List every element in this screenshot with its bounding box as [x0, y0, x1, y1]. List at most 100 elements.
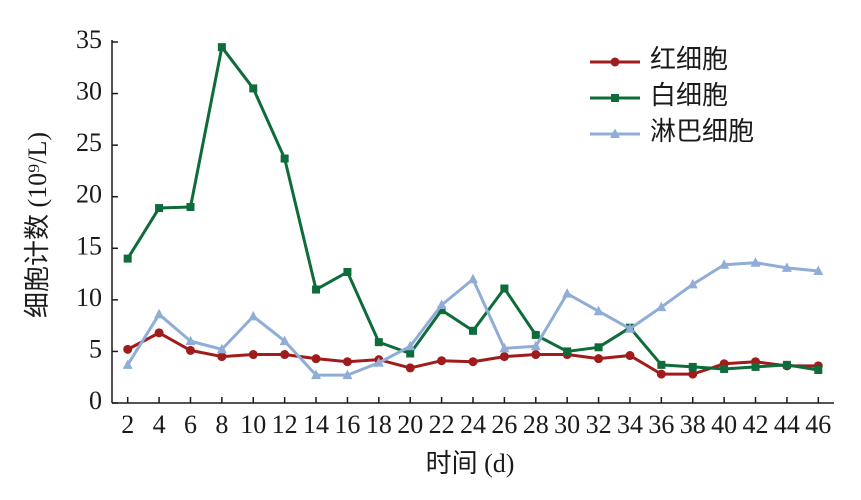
x-tick-label: 8 — [215, 410, 228, 439]
x-tick-label: 20 — [397, 410, 423, 439]
y-tick-label: 15 — [76, 231, 102, 260]
x-tick-label: 24 — [460, 410, 486, 439]
y-tick-label: 5 — [89, 334, 102, 363]
data-point — [720, 364, 729, 373]
data-point — [562, 288, 573, 298]
data-point — [593, 305, 604, 316]
data-point — [751, 362, 760, 371]
data-point — [688, 362, 697, 371]
x-tick-label: 32 — [586, 410, 612, 439]
x-axis-label: 时间 (d) — [426, 449, 515, 478]
data-point — [657, 360, 666, 369]
data-point — [563, 347, 572, 356]
x-tick-label: 16 — [334, 410, 360, 439]
x-tick-label: 36 — [648, 410, 674, 439]
data-point — [217, 43, 226, 52]
data-point — [814, 365, 823, 374]
x-tick-label: 28 — [523, 410, 549, 439]
data-point — [373, 357, 384, 367]
data-point — [405, 363, 415, 373]
data-point — [342, 357, 352, 367]
data-point — [217, 352, 227, 362]
data-point — [687, 278, 698, 289]
y-tick-label: 30 — [76, 77, 102, 106]
data-point — [719, 259, 730, 269]
data-point — [248, 350, 258, 360]
data-point — [437, 306, 446, 315]
data-point — [688, 369, 698, 379]
y-tick-label: 35 — [76, 25, 102, 54]
data-point — [155, 204, 164, 213]
legend-marker — [610, 57, 620, 67]
x-tick-label: 4 — [153, 410, 166, 439]
data-point — [405, 340, 416, 351]
y-tick-label: 0 — [89, 386, 102, 415]
data-point — [594, 343, 603, 352]
x-tick-label: 14 — [303, 410, 329, 439]
data-point — [343, 268, 352, 277]
data-point — [185, 335, 196, 346]
data-point — [311, 369, 322, 380]
data-point — [468, 357, 478, 367]
x-tick-label: 22 — [429, 410, 455, 439]
y-tick-label: 10 — [76, 283, 102, 312]
x-tick-label: 30 — [554, 410, 580, 439]
data-point — [782, 360, 791, 369]
data-point — [123, 344, 133, 354]
legend-label: 红细胞 — [650, 45, 728, 74]
data-point — [531, 350, 541, 360]
data-point — [185, 345, 195, 355]
data-point — [406, 349, 415, 358]
data-point — [469, 326, 477, 335]
data-point — [280, 350, 290, 360]
x-tick-label: 6 — [184, 410, 197, 439]
data-point — [154, 308, 165, 319]
data-point — [781, 262, 792, 272]
legend-marker — [611, 94, 619, 102]
data-point — [312, 285, 321, 294]
x-tick-label: 26 — [491, 410, 517, 439]
x-tick-label: 40 — [711, 410, 737, 439]
data-point — [530, 340, 541, 351]
data-point — [624, 323, 635, 333]
data-point — [656, 301, 667, 312]
legend-label: 白细胞 — [650, 81, 728, 110]
x-tick-label: 2 — [121, 410, 134, 439]
x-tick-label: 42 — [743, 410, 769, 439]
data-point — [154, 328, 164, 338]
x-tick-label: 10 — [240, 410, 266, 439]
x-tick-label: 46 — [805, 410, 831, 439]
data-point — [437, 356, 447, 366]
data-point — [656, 369, 666, 379]
x-tick-label: 44 — [774, 410, 800, 439]
data-point — [594, 354, 604, 364]
data-point — [123, 254, 132, 263]
y-axis-label: 细胞计数 (10⁹/L) — [23, 132, 52, 318]
data-point — [248, 310, 259, 321]
data-point — [122, 359, 133, 369]
data-point — [468, 273, 478, 284]
legend-marker — [610, 128, 620, 138]
data-point — [499, 352, 509, 362]
data-point — [531, 330, 540, 339]
data-point — [186, 203, 195, 212]
data-point — [249, 84, 258, 93]
y-tick-label: 20 — [76, 180, 102, 209]
legend-label: 淋巴细胞 — [650, 117, 754, 146]
data-point — [374, 338, 383, 347]
data-point — [500, 284, 509, 293]
x-tick-label: 34 — [617, 410, 643, 439]
x-tick-label: 38 — [680, 410, 706, 439]
data-point — [436, 299, 447, 310]
data-point — [813, 265, 824, 275]
data-point — [279, 335, 290, 346]
y-tick-label: 25 — [76, 128, 102, 157]
data-point — [750, 257, 761, 267]
data-point — [342, 369, 353, 380]
data-point — [311, 354, 321, 364]
x-tick-label: 12 — [272, 410, 298, 439]
data-point — [625, 351, 635, 361]
x-tick-label: 18 — [366, 410, 392, 439]
